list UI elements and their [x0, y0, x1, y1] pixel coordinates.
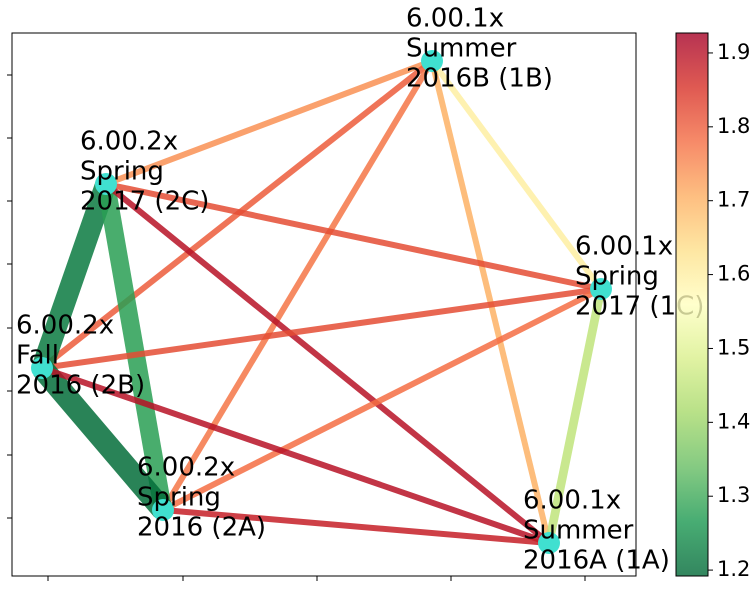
edge	[41, 365, 550, 546]
node	[95, 173, 117, 195]
edge	[41, 286, 602, 371]
node-label: Spring	[575, 262, 659, 292]
colorbar-tick-label: 1.8	[717, 114, 750, 138]
edge	[33, 360, 172, 518]
colorbar-tick-label: 1.7	[717, 188, 750, 212]
node-label: 2016 (2B)	[16, 371, 145, 401]
edge	[544, 288, 606, 544]
node	[31, 357, 53, 379]
node-label: 6.00.1x	[523, 486, 621, 516]
edge	[105, 181, 602, 292]
colorbar-tick-label: 1.6	[717, 262, 750, 286]
node	[590, 278, 612, 300]
colorbar-tick-label: 1.3	[717, 483, 750, 507]
edge	[429, 59, 604, 291]
node	[538, 532, 560, 554]
node-label: 2016A (1A)	[523, 546, 670, 576]
edge	[31, 180, 117, 372]
colorbar-tick-label: 1.4	[717, 409, 750, 433]
node-label: 2016 (2A)	[137, 513, 266, 543]
node	[152, 499, 174, 521]
edge	[160, 59, 435, 512]
colorbar-tick-label: 1.9	[717, 40, 750, 64]
edge	[104, 58, 434, 187]
node-label: Summer	[406, 34, 517, 64]
edge	[104, 181, 551, 546]
node-label: Spring	[80, 157, 164, 187]
node-label: 6.00.2x	[16, 311, 114, 341]
node	[421, 50, 443, 72]
colorbar	[675, 32, 709, 577]
node-label: 2016B (1B)	[406, 64, 553, 94]
edges	[31, 58, 606, 546]
edge	[162, 507, 550, 546]
node-label: 2017 (2C)	[80, 187, 209, 217]
node-label: 6.00.2x	[137, 453, 235, 483]
node-label: Fall	[16, 341, 59, 371]
node-label: 6.00.2x	[80, 127, 178, 157]
edge	[97, 182, 172, 512]
node-label: 6.00.1x	[575, 232, 673, 262]
colorbar-tick-label: 1.5	[717, 335, 750, 359]
node-label: 6.00.1x	[406, 4, 504, 34]
node-label: Spring	[137, 483, 221, 513]
colorbar-tick-label: 1.2	[717, 557, 750, 581]
plot-frame	[11, 32, 637, 577]
node-label: Summer	[523, 516, 634, 546]
edge	[161, 286, 603, 513]
